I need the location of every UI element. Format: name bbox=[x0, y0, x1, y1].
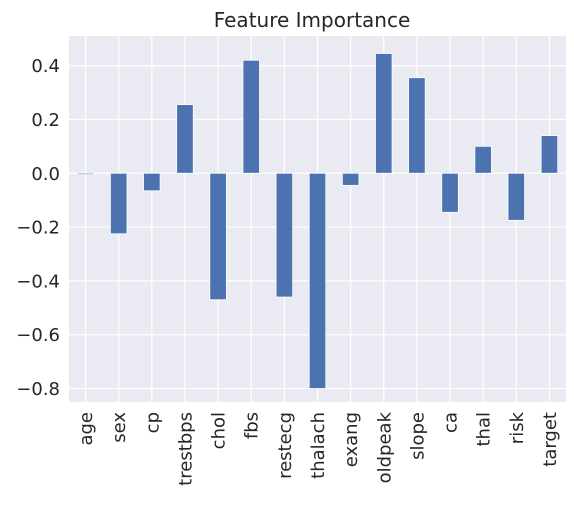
x-tick-label: age bbox=[76, 412, 97, 446]
bar-chol bbox=[209, 172, 227, 301]
x-axis-ticks: age sex cp trestbps chol fbs restecg thalach exa… bbox=[76, 411, 561, 485]
bar-thal bbox=[474, 145, 492, 174]
x-tick-label: thalach bbox=[308, 412, 329, 479]
bar-ca bbox=[441, 172, 459, 213]
y-tick-label: −0.6 bbox=[16, 325, 60, 346]
bar-oldpeak bbox=[375, 53, 393, 174]
bar-risk bbox=[507, 172, 525, 221]
bar-thalach bbox=[308, 172, 327, 389]
y-tick-label: 0.2 bbox=[31, 110, 60, 131]
y-axis-ticks: −0.8 −0.6 −0.4 −0.2 0.0 0.2 0.4 bbox=[16, 56, 60, 400]
bar-fbs bbox=[242, 59, 260, 174]
y-tick-label: −0.4 bbox=[16, 271, 60, 292]
bar-cp bbox=[143, 172, 161, 192]
x-tick-label: cp bbox=[142, 412, 163, 433]
bar-restecg bbox=[275, 172, 294, 298]
y-tick-label: 0.0 bbox=[31, 164, 60, 185]
x-tick-label: slope bbox=[407, 412, 428, 460]
chart-title: Feature Importance bbox=[214, 8, 411, 32]
x-tick-label: trestbps bbox=[175, 412, 196, 486]
x-tick-label: restecg bbox=[275, 412, 296, 479]
x-tick-label: risk bbox=[507, 411, 528, 444]
x-tick-label: ca bbox=[441, 412, 462, 433]
x-tick-label: sex bbox=[109, 412, 130, 443]
y-tick-label: 0.4 bbox=[31, 56, 60, 77]
bars bbox=[76, 53, 559, 389]
bar-sex bbox=[110, 172, 128, 235]
x-tick-label: target bbox=[540, 412, 561, 467]
x-tick-label: fbs bbox=[242, 412, 263, 439]
x-tick-label: oldpeak bbox=[374, 411, 395, 483]
bar-age bbox=[76, 172, 95, 175]
y-tick-label: −0.2 bbox=[16, 218, 60, 239]
bar-target bbox=[540, 135, 559, 174]
x-tick-label: exang bbox=[341, 412, 362, 467]
bar-slope bbox=[408, 77, 426, 174]
y-tick-label: −0.8 bbox=[16, 379, 60, 400]
bar-exang bbox=[341, 172, 360, 186]
x-tick-label: chol bbox=[209, 412, 230, 449]
x-tick-label: thal bbox=[474, 412, 495, 447]
bar-trestbps bbox=[176, 104, 194, 174]
